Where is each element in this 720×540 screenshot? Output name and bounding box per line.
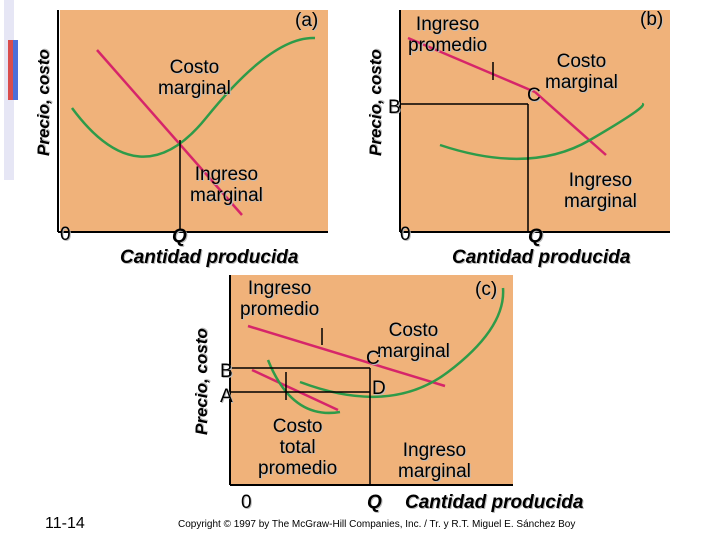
panel-c-mc-label: Costo marginal — [377, 320, 450, 362]
panel-c-average-revenue-curve — [247, 324, 446, 388]
panel-c-mr-label: Ingreso marginal — [398, 440, 471, 482]
panel-b-marginal-cost-curve — [439, 102, 645, 161]
panel-b-x-axis-label: Cantidad producida — [452, 247, 631, 268]
panel-b-tag: (b) — [640, 9, 664, 30]
panel-a-marginal-revenue-curve — [96, 49, 243, 216]
panel-c-x-axis-label: Cantidad producida — [405, 492, 584, 513]
panel-a-origin: 0 — [60, 224, 71, 245]
panel-b-point-b: B — [388, 97, 401, 118]
panel-c-point-a: A — [220, 386, 233, 407]
panel-b-average-revenue-curve — [407, 36, 536, 94]
panel-a-tag: (a) — [295, 10, 319, 31]
panel-b-graph — [399, 10, 670, 233]
panel-b-point-c: C — [527, 85, 541, 106]
panel-c-atc-label: Costo total promedio — [258, 416, 338, 479]
panel-c-origin: 0 — [241, 492, 252, 513]
panel-b-origin: 0 — [400, 224, 411, 245]
panel-a-mc-label: Costo marginal — [158, 57, 231, 99]
panel-c-graph — [229, 275, 513, 486]
panel-a-q-label: Q — [172, 226, 187, 247]
panel-a-marginal-cost-curve — [70, 36, 316, 158]
panel-b-q-label: Q — [528, 226, 543, 247]
panel-c-point-b: B — [220, 361, 233, 382]
panel-a-mr-label: Ingreso marginal — [190, 164, 263, 206]
panel-c-ar-label: Ingreso promedio — [240, 278, 320, 320]
panel-c-point-d: D — [372, 378, 386, 399]
panel-b-ar-label: Ingreso promedio — [408, 14, 488, 56]
panel-b-marginal-revenue-curve — [534, 91, 607, 156]
decor-stripe-red — [8, 40, 13, 100]
panel-c-point-c: C — [366, 348, 380, 369]
panel-b-background — [400, 10, 670, 232]
panel-c-tag: (c) — [475, 279, 498, 300]
slide-number: 11-14 — [45, 515, 85, 532]
panel-a-y-axis-label: Precio, costo — [34, 49, 53, 156]
panel-c-y-axis-label: Precio, costo — [192, 328, 211, 435]
panel-c-average-total-cost-curve — [266, 359, 341, 415]
panel-b-mr-label: Ingreso marginal — [564, 170, 637, 212]
panel-a-x-axis-label: Cantidad producida — [120, 247, 299, 268]
panel-c-marginal-cost-curve — [299, 287, 505, 399]
panel-c-marginal-revenue-curve — [251, 368, 339, 412]
panel-c-q-label: Q — [367, 492, 382, 513]
panel-b-mc-label: Costo marginal — [545, 51, 618, 93]
copyright-notice: Copyright © 1997 by The McGraw-Hill Comp… — [178, 519, 576, 530]
panel-b-y-axis-label: Precio, costo — [366, 49, 385, 156]
decor-stripe-blue — [13, 40, 18, 100]
panel-a-graph — [57, 10, 328, 233]
slide-side-decoration — [0, 0, 30, 540]
